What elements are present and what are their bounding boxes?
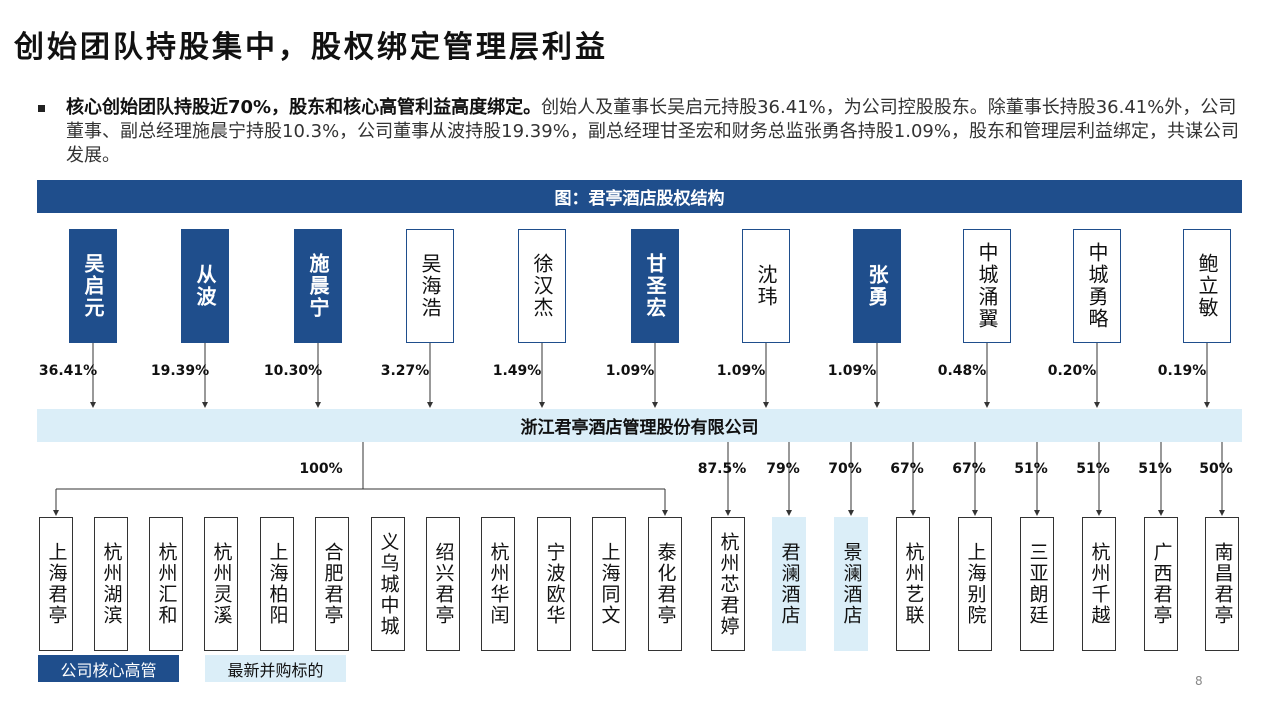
legend-new-acquisition: 最新并购标的: [205, 655, 346, 682]
subsidiary-percentage: 67%: [890, 461, 924, 477]
shareholder-percentage: 0.48%: [937, 363, 987, 379]
subsidiary-box: 杭州华闰: [481, 517, 515, 651]
shareholder-percentage: 1.09%: [716, 363, 766, 379]
subsidiary-box: 泰化君亭: [648, 517, 682, 651]
subsidiary-box: 上海同文: [592, 517, 626, 651]
subsidiary-percentage: 70%: [828, 461, 862, 477]
page-title: 创始团队持股集中，股权绑定管理层利益: [14, 30, 608, 65]
subsidiary-box: 绍兴君亭: [426, 517, 460, 651]
shareholder-percentage: 36.41%: [38, 363, 98, 379]
page-number: 8: [1195, 674, 1203, 688]
shareholder-box: 中城勇略: [1073, 229, 1121, 343]
subsidiary-box: 合肥君亭: [315, 517, 349, 651]
company-bar: 浙江君亭酒店管理股份有限公司: [37, 409, 1242, 442]
subsidiary-percentage: 50%: [1199, 461, 1233, 477]
shareholder-box: 甘圣宏: [631, 229, 679, 343]
subsidiary-box: 三亚朗廷: [1020, 517, 1054, 651]
subsidiary-percentage: 51%: [1138, 461, 1172, 477]
subsidiary-box: 杭州千越: [1082, 517, 1116, 651]
subsidiary-box: 上海君亭: [39, 517, 73, 651]
subsidiary-box: 上海别院: [958, 517, 992, 651]
shareholder-percentage: 1.09%: [827, 363, 877, 379]
subsidiary-box: 义乌城中城: [371, 517, 405, 651]
shareholder-percentage: 0.19%: [1157, 363, 1207, 379]
subsidiary-box: 杭州艺联: [896, 517, 930, 651]
shareholder-percentage: 1.49%: [492, 363, 542, 379]
shareholder-box: 张勇: [853, 229, 901, 343]
subsidiary-percentage: 67%: [952, 461, 986, 477]
shareholder-box: 施晨宁: [294, 229, 342, 343]
subsidiary-percentage: 51%: [1014, 461, 1048, 477]
subsidiary-box: 南昌君亭: [1205, 517, 1239, 651]
shareholder-percentage: 1.09%: [605, 363, 655, 379]
shareholder-box: 吴海浩: [406, 229, 454, 343]
summary-bullet: 核心创始团队持股近70%，股东和核心高管利益高度绑定。创始人及董事长吴启元持股3…: [38, 96, 1248, 168]
subsidiary-box: 上海柏阳: [260, 517, 294, 651]
shareholder-box: 徐汉杰: [518, 229, 566, 343]
subsidiary-box: 景澜酒店: [834, 517, 868, 651]
subsidiary-box: 广西君亭: [1144, 517, 1178, 651]
subsidiary-percentage: 87.5%: [697, 461, 747, 477]
subsidiary-box: 杭州灵溪: [204, 517, 238, 651]
summary-bold: 核心创始团队持股近70%，股东和核心高管利益高度绑定。: [66, 97, 542, 118]
subsidiary-box: 君澜酒店: [772, 517, 806, 651]
shareholder-box: 吴启元: [69, 229, 117, 343]
shareholder-percentage: 3.27%: [380, 363, 430, 379]
shareholder-percentage: 0.20%: [1047, 363, 1097, 379]
legend-core-management: 公司核心高管: [38, 655, 179, 682]
summary-text: 创始人及董事长吴启元持股36.41%，为公司控股股东。除董事长持股36.41%外…: [66, 97, 1239, 166]
shareholder-percentage: 19.39%: [150, 363, 210, 379]
subsidiary-box: 杭州芯君婷: [711, 517, 745, 651]
subsidiary-percentage: 51%: [1076, 461, 1110, 477]
shareholder-box: 沈玮: [742, 229, 790, 343]
group-percentage: 100%: [299, 461, 343, 477]
bullet-square-icon: [38, 105, 45, 112]
shareholder-box: 鲍立敏: [1183, 229, 1231, 343]
subsidiary-percentage: 79%: [766, 461, 800, 477]
shareholder-box: 从波: [181, 229, 229, 343]
subsidiary-box: 杭州汇和: [149, 517, 183, 651]
figure-banner: 图：君亭酒店股权结构: [37, 180, 1242, 213]
subsidiary-box: 杭州湖滨: [94, 517, 128, 651]
shareholder-percentage: 10.30%: [263, 363, 323, 379]
shareholder-box: 中城涌翼: [963, 229, 1011, 343]
subsidiary-box: 宁波欧华: [537, 517, 571, 651]
